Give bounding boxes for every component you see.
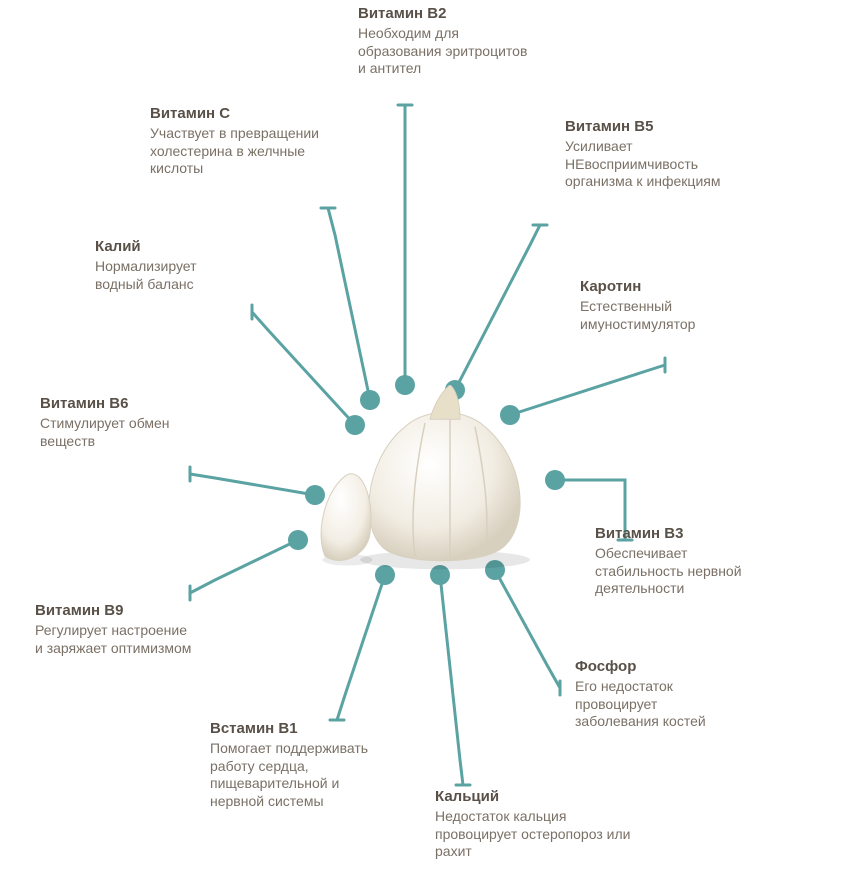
callout-desc: Недостаток кальция провоцирует остеропор… [435,808,715,861]
callout-title: Каротин [580,278,800,296]
callout-phosphorus: Фосфор Его недостаток провоцирует заболев… [575,658,795,731]
callout-title: Фосфор [575,658,795,676]
callout-title: Встамин В1 [210,720,450,738]
callout-desc: Нормализирует водный баланс [95,258,295,293]
callout-desc: Естественный имуностимулятор [580,298,800,333]
callout-desc: Регулирует настроение и заряжает оптимиз… [35,622,265,657]
callout-carotene: Каротин Естественный имуностимулятор [580,278,800,333]
callout-potassium: Калий Нормализирует водный баланс [95,238,295,293]
callout-desc: Стимулирует обмен веществ [40,415,240,450]
callout-title: Кальций [435,788,715,806]
callout-calcium: Кальций Недостаток кальция провоцирует ос… [435,788,715,861]
callout-desc: Обеспечивает стабильность нервной деятел… [595,545,825,598]
callout-desc: Усиливает НЕвосприимчивость организма к … [565,138,795,191]
callout-vitamin-c: Витамин С Участвует в превращении холесте… [150,105,390,178]
callout-title: Витамин С [150,105,390,123]
callout-vitamin-b5: Витамин В5 Усиливает НЕвосприимчивость ор… [565,118,795,191]
callout-title: Витамин В6 [40,395,240,413]
callout-desc: Помогает поддерживать работу сердца, пищ… [210,740,450,810]
callout-vitamin-b3: Витамин В3 Обеспечивает стабильность нерв… [595,525,825,598]
infographic-stage: Витамин В2 Необходим для образования эрит… [0,0,850,889]
callout-vitamin-b9: Витамин В9 Регулирует настроение и заряжа… [35,602,265,657]
callout-title: Витамин В5 [565,118,795,136]
callout-vitamin-b1: Встамин В1 Помогает поддерживать работу с… [210,720,450,810]
callout-desc: Необходим для образования эритроцитов и … [358,25,618,78]
callout-desc: Его недостаток провоцирует заболевания к… [575,678,795,731]
callout-title: Витамин В3 [595,525,825,543]
callout-vitamin-b2: Витамин В2 Необходим для образования эрит… [358,5,618,78]
callout-title: Калий [95,238,295,256]
callout-vitamin-b6: Витамин В6 Стимулирует обмен веществ [40,395,240,450]
garlic-illustration [300,385,550,575]
callout-title: Витамин В9 [35,602,265,620]
callout-desc: Участвует в превращении холестерина в же… [150,125,390,178]
callout-title: Витамин В2 [358,5,618,23]
